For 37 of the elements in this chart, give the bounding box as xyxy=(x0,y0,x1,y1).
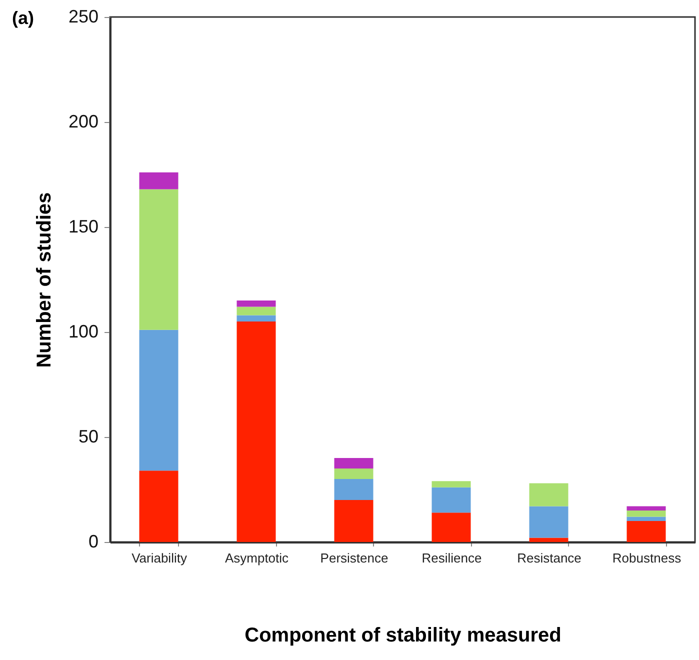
x-tick-label: Resilience xyxy=(422,550,482,566)
bar xyxy=(334,500,374,542)
bar xyxy=(139,172,178,190)
bar xyxy=(139,330,178,471)
y-axis-title: Number of studies xyxy=(33,192,56,368)
bar xyxy=(236,306,276,316)
bar xyxy=(626,510,666,517)
y-tick-label: 150 xyxy=(68,216,98,236)
bar xyxy=(334,479,374,500)
bar xyxy=(432,481,471,488)
bar xyxy=(432,487,471,513)
x-tick-label: Variability xyxy=(132,550,188,566)
bar xyxy=(626,506,666,510)
bar xyxy=(236,300,276,307)
y-tick-label: 50 xyxy=(78,426,98,446)
bar xyxy=(236,315,276,322)
bar xyxy=(334,468,374,479)
x-tick-label: Resistance xyxy=(517,550,582,566)
bar xyxy=(334,458,374,468)
x-axis-title: Component of stability measured xyxy=(244,624,562,646)
y-tick-label: 0 xyxy=(88,532,98,552)
chart-title: (a) xyxy=(12,8,34,28)
y-tick-label: 250 xyxy=(68,6,98,26)
x-tick-label: Persistence xyxy=(320,550,388,566)
bar xyxy=(139,470,178,542)
y-tick-label: 200 xyxy=(68,112,98,132)
y-tick-label: 100 xyxy=(68,322,98,342)
bar xyxy=(432,512,471,542)
x-tick-label: Asymptotic xyxy=(224,550,290,566)
bar xyxy=(626,521,666,542)
bar xyxy=(529,483,568,506)
x-tick-label: Robustness xyxy=(612,550,682,566)
bar xyxy=(626,516,666,521)
bar xyxy=(139,189,178,330)
bar xyxy=(529,538,568,542)
bar xyxy=(529,506,568,538)
bar xyxy=(236,322,276,542)
